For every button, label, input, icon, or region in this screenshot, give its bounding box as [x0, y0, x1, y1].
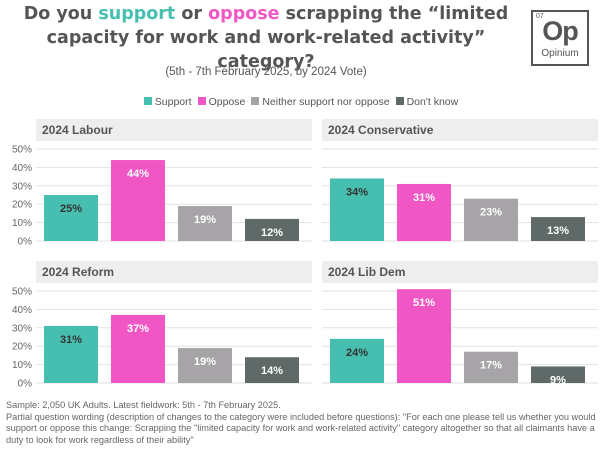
- data-label: 17%: [480, 360, 502, 372]
- title-text: Do you: [23, 4, 99, 24]
- legend-label: Support: [154, 96, 192, 108]
- opinium-logo: 07 Op Opinium: [531, 10, 589, 66]
- legend-item: Support: [143, 96, 192, 108]
- y-tick-label: 10%: [12, 218, 32, 229]
- bar-oppose: [111, 160, 165, 241]
- bar-dontknow: [245, 357, 299, 383]
- bar-neither: [178, 206, 232, 241]
- data-label: 44%: [127, 168, 149, 180]
- bar-oppose: [397, 183, 451, 241]
- data-label: 31%: [60, 334, 82, 346]
- bar-oppose: [111, 314, 165, 383]
- title-text: scrapping the “limited capacity for work…: [46, 4, 509, 72]
- panel-title: 2024 Reform: [36, 261, 312, 283]
- data-label: 51%: [413, 297, 435, 309]
- data-label: 9%: [550, 374, 566, 386]
- y-tick-label: 20%: [12, 342, 32, 353]
- y-tick-label: 0%: [18, 379, 33, 390]
- bar-chart: 0% 10% 20% 30% 40% 50% 25% 44% 19% 12%: [12, 145, 312, 248]
- title-oppose-word: oppose: [208, 4, 280, 24]
- legend-item: Don't know: [395, 96, 459, 108]
- y-tick-label: 30%: [12, 323, 32, 334]
- bar-dontknow: [531, 366, 585, 383]
- legend-label: Neither support nor oppose: [262, 96, 390, 108]
- bar-support: [330, 178, 384, 241]
- data-label: 19%: [194, 356, 216, 368]
- y-tick-label: 0%: [18, 237, 33, 248]
- data-label: 23%: [480, 207, 502, 219]
- y-tick-label: 30%: [12, 181, 32, 192]
- chart-panel-libdem: 24% 51% 17% 9% 2024 Lib Dem: [322, 261, 598, 389]
- bar-chart: 0% 10% 20% 30% 40% 50% 31% 37% 19% 14%: [12, 287, 312, 390]
- bar-dontknow: [245, 218, 299, 241]
- legend-label: Don't know: [406, 96, 459, 108]
- logo-mark: Op: [542, 16, 579, 46]
- legend-item: Oppose: [197, 96, 246, 108]
- y-tick-label: 40%: [12, 163, 32, 174]
- bar-chart: 34% 31% 23% 13%: [322, 148, 598, 242]
- bar-dontknow: [531, 217, 585, 241]
- logo-superscript: 07: [536, 13, 544, 20]
- data-label: 24%: [346, 347, 368, 359]
- data-label: 19%: [194, 214, 216, 226]
- title-text: or: [175, 4, 209, 24]
- panel-title: 2024 Lib Dem: [322, 261, 598, 283]
- data-label: 12%: [261, 227, 283, 239]
- legend-swatch: [197, 97, 206, 105]
- y-tick-label: 50%: [12, 145, 32, 156]
- data-label: 13%: [547, 225, 569, 237]
- chart-subtitle: (5th - 7th February 2025, by 2024 Vote): [165, 66, 367, 78]
- data-label: 37%: [127, 323, 149, 335]
- y-tick-label: 10%: [12, 360, 32, 371]
- chart-panel-reform: 0% 10% 20% 30% 40% 50% 31% 37% 19% 14% 2024 Refor…: [12, 261, 312, 390]
- bar-support: [44, 325, 98, 383]
- title-support-word: support: [98, 4, 176, 24]
- bar-support: [44, 195, 98, 241]
- panel-title: 2024 Labour: [36, 119, 312, 141]
- y-tick-label: 50%: [12, 287, 32, 298]
- chart-title: Do you support or oppose scrapping the “…: [8, 2, 524, 74]
- data-label: 14%: [261, 365, 283, 377]
- y-tick-label: 20%: [12, 200, 32, 211]
- bar-chart: 24% 51% 17% 9%: [322, 289, 598, 386]
- legend-swatch: [143, 97, 152, 105]
- legend: Support Oppose Neither support nor oppose D…: [0, 96, 602, 108]
- bar-neither: [464, 198, 518, 241]
- legend-swatch: [395, 97, 404, 105]
- bar-neither: [464, 351, 518, 383]
- legend-item: Neither support nor oppose: [251, 96, 390, 108]
- legend-swatch: [251, 97, 260, 105]
- data-label: 25%: [60, 203, 82, 215]
- legend-label: Oppose: [208, 96, 246, 108]
- y-tick-label: 40%: [12, 305, 32, 316]
- bar-support: [330, 338, 384, 383]
- footnote: Sample: 2,050 UK Adults. Latest fieldwor…: [6, 400, 598, 446]
- logo-name: Opinium: [541, 48, 579, 59]
- footnote-wording: Partial question wording (description of…: [6, 411, 596, 445]
- data-label: 31%: [413, 192, 435, 204]
- data-label: 34%: [346, 186, 368, 198]
- bar-oppose: [397, 289, 451, 383]
- chart-panel-conservative: 34% 31% 23% 13% 2024 Conservative: [322, 119, 598, 247]
- bar-neither: [178, 348, 232, 383]
- chart-panel-labour: 0% 10% 20% 30% 40% 50% 25% 44% 19% 12% 2024 Labou…: [12, 119, 312, 248]
- panel-title: 2024 Conservative: [322, 119, 598, 141]
- footnote-sample: Sample: 2,050 UK Adults. Latest fieldwor…: [6, 400, 281, 410]
